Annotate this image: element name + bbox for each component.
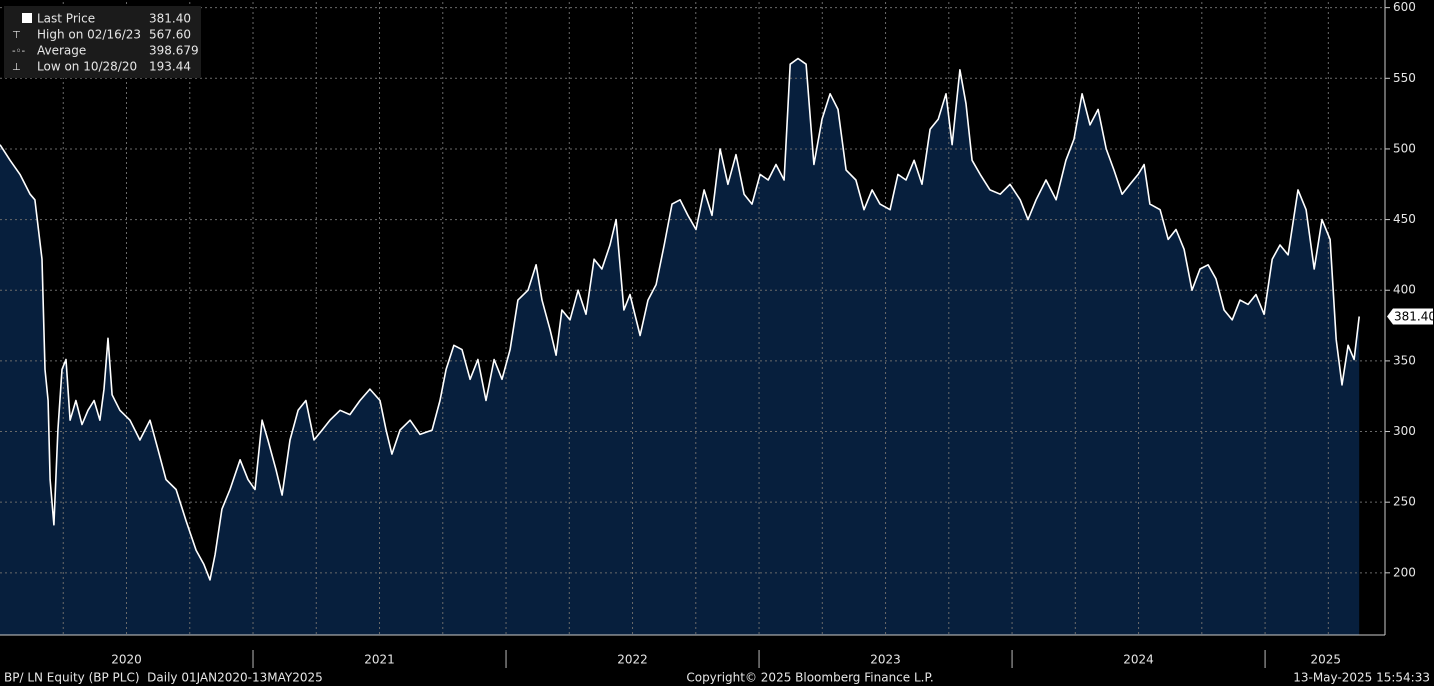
footer-center: Copyright© 2025 Bloomberg Finance L.P.: [686, 671, 933, 685]
y-tick-label: 600: [1393, 0, 1416, 14]
legend-label: Last Price: [37, 12, 95, 26]
legend-label: High on 02/16/23: [37, 28, 141, 42]
y-tick-label: 300: [1393, 424, 1416, 438]
x-tick-label: 2020: [111, 653, 142, 667]
plot-area: [0, 2, 1385, 635]
x-tick-label: 2021: [364, 653, 395, 667]
y-tick-label: 450: [1393, 212, 1416, 226]
y-tick-label: 500: [1393, 141, 1416, 155]
legend-icon: ⊥: [12, 62, 21, 73]
legend-box: [4, 6, 201, 78]
legend-swatch: [22, 13, 32, 23]
legend-icon: -◦-: [12, 46, 26, 57]
x-tick-label: 2024: [1123, 653, 1154, 667]
y-tick-label: 550: [1393, 71, 1416, 85]
legend-icon: ⊤: [12, 30, 21, 41]
x-tick-label: 2022: [617, 653, 648, 667]
last-price-label: 381.40: [1394, 310, 1434, 324]
legend-value: 193.44: [149, 60, 191, 74]
y-tick-label: 350: [1393, 353, 1416, 367]
footer-left: BP/ LN Equity (BP PLC) Daily 01JAN2020-1…: [4, 671, 323, 685]
y-tick-label: 200: [1393, 565, 1416, 579]
price-area: [0, 58, 1360, 635]
y-tick-label: 400: [1393, 283, 1416, 297]
legend-label: Average: [37, 44, 86, 58]
price-line: [0, 57, 1360, 581]
legend-value: 398.679: [149, 44, 199, 58]
last-price-tag: [1387, 308, 1433, 325]
x-tick-label: 2023: [870, 653, 901, 667]
footer-right: 13-May-2025 15:54:33: [1293, 671, 1430, 685]
legend-value: 567.60: [149, 28, 191, 42]
legend-value: 381.40: [149, 12, 191, 26]
legend: ⊤ -◦- ⊥ Last Price 381.40 High on 02/16/23…: [4, 6, 201, 78]
y-tick-label: 250: [1393, 495, 1416, 509]
footer: BP/ LN Equity (BP PLC) Daily 01JAN2020-1…: [4, 671, 1430, 685]
x-tick-label: 2025: [1311, 653, 1342, 667]
legend-label: Low on 10/28/20: [37, 60, 137, 74]
